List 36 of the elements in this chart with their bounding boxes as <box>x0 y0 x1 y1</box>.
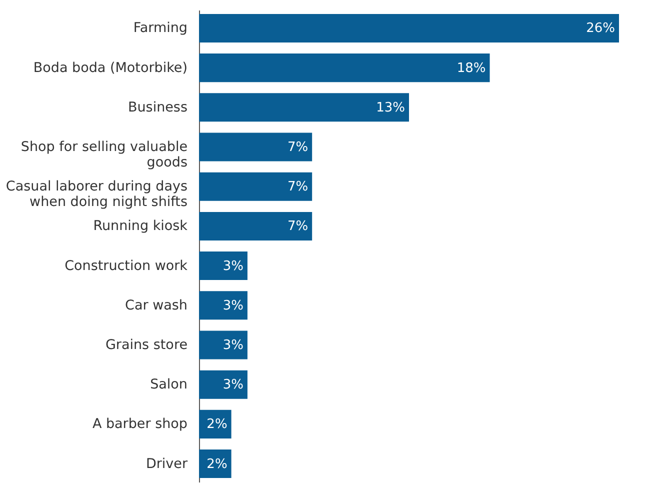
data-label: 2% <box>206 417 228 432</box>
y-tick-label: A barber shop <box>92 416 188 432</box>
data-label: 3% <box>222 298 244 314</box>
bar <box>199 450 232 478</box>
data-label: 13% <box>376 100 405 116</box>
bar <box>199 54 490 82</box>
y-tick-label: Car wash <box>125 297 188 314</box>
data-label: 3% <box>222 378 244 393</box>
y-tick-label: Running kiosk <box>93 218 188 234</box>
bar <box>199 212 312 240</box>
data-label: 2% <box>206 456 228 472</box>
y-tick-label: Construction work <box>64 258 188 274</box>
data-label: 18% <box>456 60 486 76</box>
bar <box>199 252 248 280</box>
data-label: 7% <box>287 219 308 234</box>
bar <box>199 132 312 162</box>
bar <box>199 93 409 122</box>
y-tick-label: Driver <box>146 456 188 472</box>
bar <box>199 370 248 399</box>
y-tick-label: Business <box>128 99 188 116</box>
data-label: 3% <box>222 258 244 274</box>
bar <box>199 172 312 201</box>
bar <box>199 410 232 438</box>
data-label: 3% <box>222 338 244 353</box>
bar <box>199 14 619 42</box>
y-tick-label: Shop for selling valuable goods <box>20 139 188 171</box>
y-tick-label: Boda boda (Motorbike) <box>33 60 188 76</box>
bar <box>199 291 248 320</box>
y-tick-label: Casual laborer during days when doing night shifts <box>6 178 188 210</box>
data-label: 7% <box>287 140 308 156</box>
data-label: 7% <box>287 180 308 195</box>
y-tick-label: Grains store <box>105 336 188 353</box>
y-tick-label: Salon <box>150 376 188 393</box>
bar <box>199 330 248 360</box>
data-label: 26% <box>586 21 615 36</box>
y-tick-label: Farming <box>133 20 188 36</box>
